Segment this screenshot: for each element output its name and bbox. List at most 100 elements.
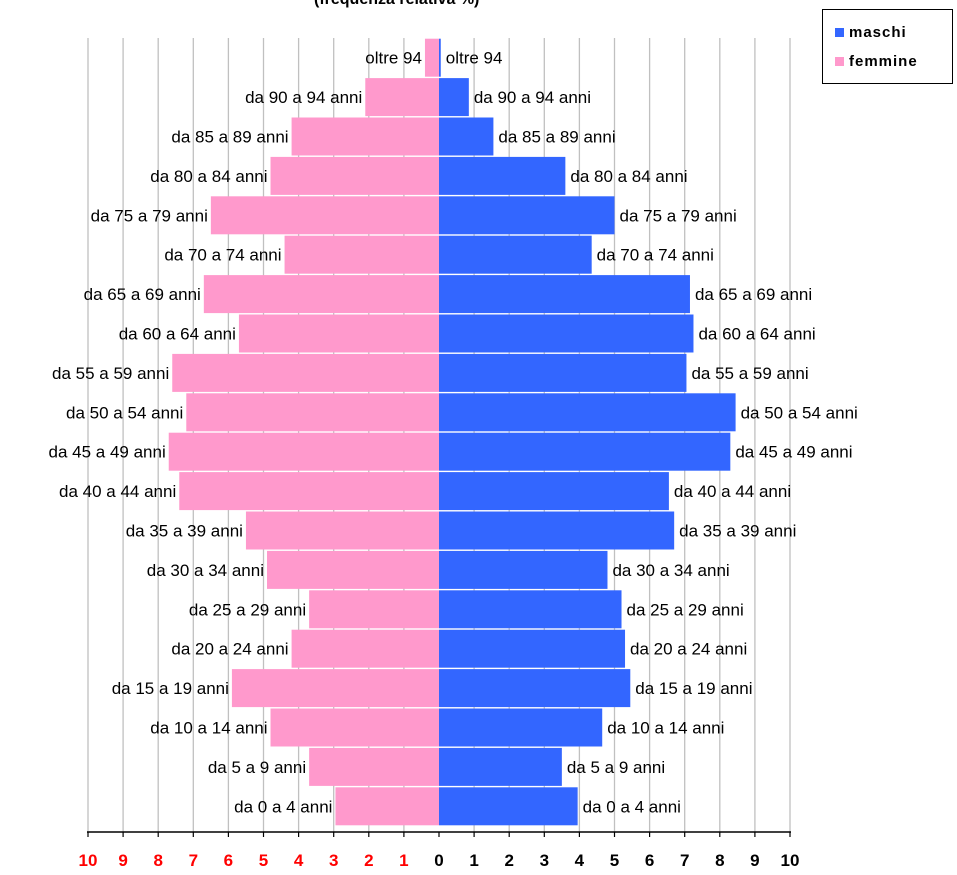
bar-femmine bbox=[291, 117, 439, 156]
bar-femmine bbox=[291, 629, 439, 668]
bar-femmine bbox=[270, 708, 439, 747]
bar-femmine bbox=[270, 156, 439, 195]
x-tick-label: 10 bbox=[781, 851, 800, 870]
category-label-maschi: da 30 a 34 anni bbox=[612, 561, 729, 580]
category-label-femmine: da 0 a 4 anni bbox=[234, 797, 332, 816]
legend-swatch-maschi bbox=[835, 27, 844, 37]
bar-maschi bbox=[439, 747, 562, 786]
x-tick-label: 4 bbox=[575, 851, 585, 870]
legend-item-femmine: femmine bbox=[835, 51, 918, 71]
category-label-maschi: da 75 a 79 anni bbox=[620, 206, 737, 225]
x-tick-label: 8 bbox=[715, 851, 724, 870]
x-tick-label: 3 bbox=[329, 851, 338, 870]
legend: maschi femmine bbox=[822, 9, 953, 84]
bar-maschi bbox=[439, 78, 469, 117]
legend-item-maschi: maschi bbox=[835, 22, 907, 42]
category-label-maschi: da 80 a 84 anni bbox=[570, 167, 687, 186]
category-label-femmine: da 15 a 19 anni bbox=[112, 679, 229, 698]
bar-femmine bbox=[309, 747, 439, 786]
category-label-femmine: da 70 a 74 anni bbox=[164, 246, 281, 265]
category-label-maschi: da 50 a 54 anni bbox=[741, 403, 858, 422]
x-tick-label: 5 bbox=[259, 851, 268, 870]
bar-maschi bbox=[439, 117, 494, 156]
category-label-femmine: da 40 a 44 anni bbox=[59, 482, 176, 501]
category-label-femmine: oltre 94 bbox=[365, 49, 422, 68]
bar-maschi bbox=[439, 235, 592, 274]
category-label-femmine: da 55 a 59 anni bbox=[52, 364, 169, 383]
category-label-femmine: da 45 a 49 anni bbox=[49, 443, 166, 462]
category-label-maschi: da 5 a 9 anni bbox=[567, 758, 665, 777]
x-tick-label: 6 bbox=[645, 851, 654, 870]
category-label-femmine: da 20 a 24 anni bbox=[171, 640, 288, 659]
x-tick-label: 1 bbox=[399, 851, 408, 870]
bar-maschi bbox=[439, 393, 736, 432]
bar-femmine bbox=[203, 275, 439, 314]
bar-femmine bbox=[309, 590, 439, 629]
category-label-femmine: da 85 a 89 anni bbox=[171, 128, 288, 147]
x-tick-label: 9 bbox=[118, 851, 127, 870]
bar-maschi bbox=[439, 196, 615, 235]
category-label-maschi: da 20 a 24 anni bbox=[630, 640, 747, 659]
bar-maschi bbox=[439, 511, 675, 550]
x-tick-label: 9 bbox=[750, 851, 759, 870]
bar-femmine bbox=[267, 550, 439, 589]
bar-femmine bbox=[172, 353, 440, 392]
category-label-maschi: da 65 a 69 anni bbox=[695, 285, 812, 304]
category-label-femmine: da 90 a 94 anni bbox=[245, 88, 362, 107]
bar-maschi bbox=[439, 314, 694, 353]
legend-swatch-femmine bbox=[835, 56, 844, 66]
legend-label-femmine: femmine bbox=[849, 52, 918, 70]
category-label-maschi: da 10 a 14 anni bbox=[607, 719, 724, 738]
bar-maschi bbox=[439, 590, 622, 629]
category-label-femmine: da 50 a 54 anni bbox=[66, 403, 183, 422]
x-tick-label: 6 bbox=[224, 851, 233, 870]
category-label-maschi: da 0 a 4 anni bbox=[583, 797, 681, 816]
category-label-femmine: da 10 a 14 anni bbox=[150, 719, 267, 738]
x-tick-label: 5 bbox=[610, 851, 619, 870]
x-tick-label: 1 bbox=[469, 851, 478, 870]
bar-maschi bbox=[439, 787, 578, 826]
bar-femmine bbox=[245, 511, 439, 550]
category-label-maschi: da 45 a 49 anni bbox=[735, 443, 852, 462]
category-label-maschi: da 25 a 29 anni bbox=[627, 600, 744, 619]
category-label-femmine: da 25 a 29 anni bbox=[189, 600, 306, 619]
bar-maschi bbox=[439, 353, 687, 392]
x-tick-label: 8 bbox=[153, 851, 162, 870]
category-label-maschi: da 85 a 89 anni bbox=[498, 128, 615, 147]
x-tick-label: 4 bbox=[294, 851, 304, 870]
chart-title: (frequenza relativa %) bbox=[314, 0, 479, 9]
x-tick-label: 7 bbox=[189, 851, 198, 870]
bar-femmine bbox=[179, 472, 439, 511]
bar-maschi bbox=[439, 38, 441, 77]
category-label-femmine: da 60 a 64 anni bbox=[119, 325, 236, 344]
category-label-femmine: da 5 a 9 anni bbox=[208, 758, 306, 777]
bar-maschi bbox=[439, 629, 626, 668]
bar-maschi bbox=[439, 432, 731, 471]
category-label-maschi: da 40 a 44 anni bbox=[674, 482, 791, 501]
bar-femmine bbox=[238, 314, 439, 353]
bar-femmine bbox=[168, 432, 440, 471]
category-label-maschi: oltre 94 bbox=[446, 49, 503, 68]
bar-femmine bbox=[186, 393, 439, 432]
x-tick-label: 0 bbox=[434, 851, 443, 870]
category-label-femmine: da 80 a 84 anni bbox=[150, 167, 267, 186]
x-tick-label: 10 bbox=[79, 851, 98, 870]
category-label-maschi: da 70 a 74 anni bbox=[597, 246, 714, 265]
category-label-maschi: da 55 a 59 anni bbox=[691, 364, 808, 383]
x-tick-label: 2 bbox=[504, 851, 513, 870]
bar-maschi bbox=[439, 550, 608, 589]
bar-maschi bbox=[439, 156, 566, 195]
bar-maschi bbox=[439, 275, 690, 314]
bar-femmine bbox=[365, 78, 439, 117]
category-label-maschi: da 60 a 64 anni bbox=[698, 325, 815, 344]
x-tick-label: 2 bbox=[364, 851, 373, 870]
category-label-femmine: da 35 a 39 anni bbox=[126, 522, 243, 541]
legend-label-maschi: maschi bbox=[849, 23, 907, 41]
bar-femmine bbox=[284, 235, 439, 274]
category-label-femmine: da 30 a 34 anni bbox=[147, 561, 264, 580]
bar-femmine bbox=[231, 669, 439, 708]
bar-maschi bbox=[439, 708, 603, 747]
x-tick-label: 7 bbox=[680, 851, 689, 870]
